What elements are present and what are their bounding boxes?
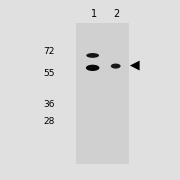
Text: 2: 2 [113, 9, 120, 19]
Text: 72: 72 [43, 46, 55, 55]
Ellipse shape [86, 65, 99, 71]
Polygon shape [130, 61, 140, 71]
Ellipse shape [111, 64, 121, 69]
Text: 1: 1 [91, 9, 97, 19]
Text: 55: 55 [43, 69, 55, 78]
Text: 36: 36 [43, 100, 55, 109]
Text: 28: 28 [43, 117, 55, 126]
Ellipse shape [86, 53, 99, 58]
Bar [76, 23, 129, 165]
